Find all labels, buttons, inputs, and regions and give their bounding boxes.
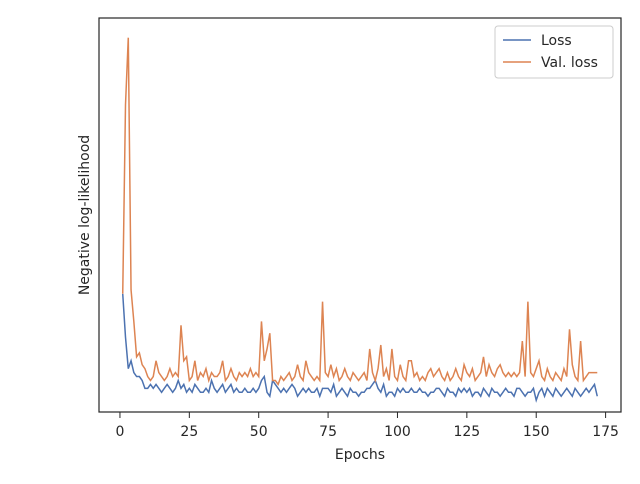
- legend-label: Loss: [541, 33, 572, 49]
- x-tick-label: 175: [592, 424, 619, 440]
- x-axis-label: Epochs: [335, 447, 385, 463]
- line-series: [121, 293, 599, 403]
- x-tick-label: 125: [453, 424, 480, 440]
- legend-label: Val. loss: [541, 55, 598, 71]
- x-tick-label: 0: [115, 424, 124, 440]
- legend-box: [494, 25, 614, 79]
- y-axis-label: Negative log-likelihood: [77, 135, 93, 295]
- line-series: [121, 37, 598, 387]
- x-tick-label: 50: [250, 424, 268, 440]
- axes-frame: [98, 17, 622, 413]
- x-tick-label: 150: [523, 424, 550, 440]
- x-tick-label: 75: [319, 424, 337, 440]
- x-tick-label: 25: [180, 424, 198, 440]
- x-tick-label: 100: [384, 424, 411, 440]
